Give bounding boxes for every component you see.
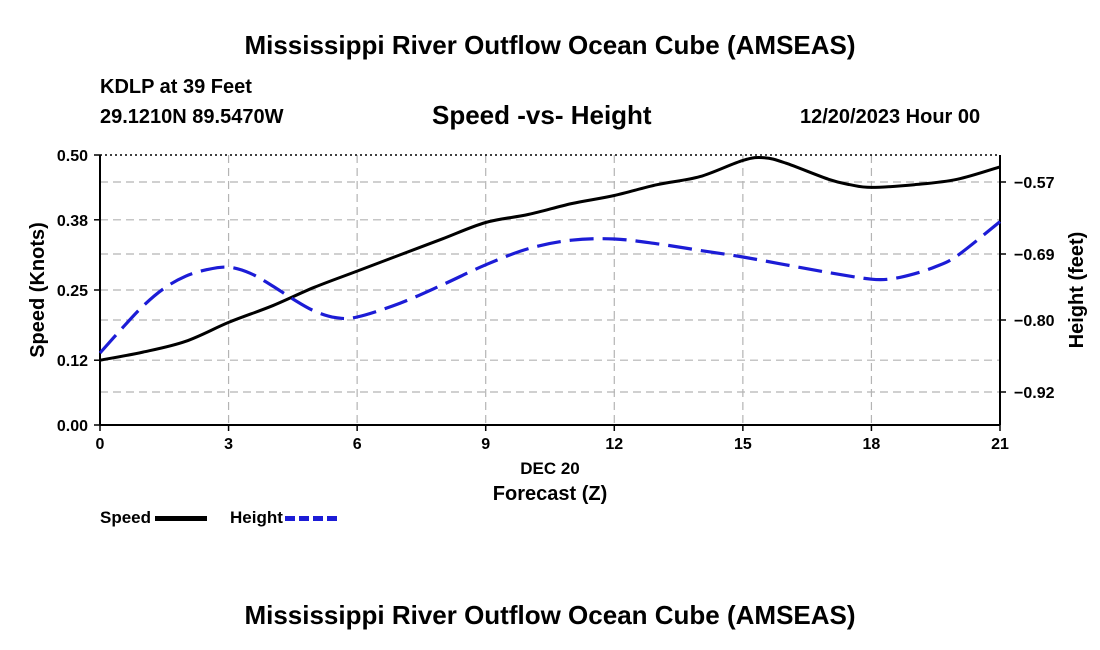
axis-ticks: 0 3 6 9 12 15 18 21 0.00 0.12 0.25 0.38 0.50 −0.57 −0.…	[57, 148, 1055, 453]
series-line-speed	[99, 155, 1001, 362]
series-lines	[98, 155, 1002, 362]
chart-subtitle: Speed -vs- Height	[432, 100, 652, 130]
x-tick-label: 12	[605, 436, 623, 453]
x-tick-label: 0	[96, 436, 105, 453]
y-right-tick-label: −0.57	[1014, 175, 1055, 192]
y-left-tick-label: 0.38	[57, 213, 88, 230]
y-right-tick-label: −0.92	[1014, 385, 1055, 402]
x-tick-label: 18	[863, 436, 881, 453]
y-left-tick-label: 0.25	[57, 283, 88, 300]
legend-speed: Speed	[100, 508, 208, 528]
x-tick-label: 15	[734, 436, 752, 453]
x-tick-label: 6	[353, 436, 362, 453]
y-axis-right-label: Height (feet)	[1066, 232, 1088, 349]
x-axis-label: Forecast (Z)	[493, 483, 607, 505]
y-right-tick-label: −0.80	[1014, 313, 1055, 330]
grid-lines	[100, 155, 1000, 425]
legend-height-swatch	[284, 515, 337, 521]
chart-footer-title: Mississippi River Outflow Ocean Cube (AM…	[244, 600, 856, 630]
y-left-tick-label: 0.12	[57, 353, 88, 370]
x-tick-label: 21	[991, 436, 1009, 453]
y-right-tick-label: −0.69	[1014, 247, 1055, 264]
series-line-height	[98, 220, 1002, 355]
y-left-tick-label: 0.00	[57, 418, 88, 435]
legend-height: Height	[230, 508, 337, 528]
legend-speed-swatch	[155, 515, 208, 521]
y-axis-left-label: Speed (Knots)	[27, 222, 49, 358]
x-axis-date-label: DEC 20	[520, 459, 580, 478]
plot-frame	[99, 154, 1001, 426]
forecast-datetime: 12/20/2023 Hour 00	[800, 106, 981, 128]
x-tick-label: 9	[481, 436, 490, 453]
y-left-tick-label: 0.50	[57, 148, 88, 165]
coordinates-label: 29.1210N 89.5470W	[100, 106, 284, 128]
legend-height-label: Height	[230, 508, 283, 527]
station-label: KDLP at 39 Feet	[100, 76, 252, 98]
legend-speed-label: Speed	[100, 508, 152, 527]
x-tick-label: 3	[224, 436, 233, 453]
chart-main-title: Mississippi River Outflow Ocean Cube (AM…	[244, 30, 856, 60]
